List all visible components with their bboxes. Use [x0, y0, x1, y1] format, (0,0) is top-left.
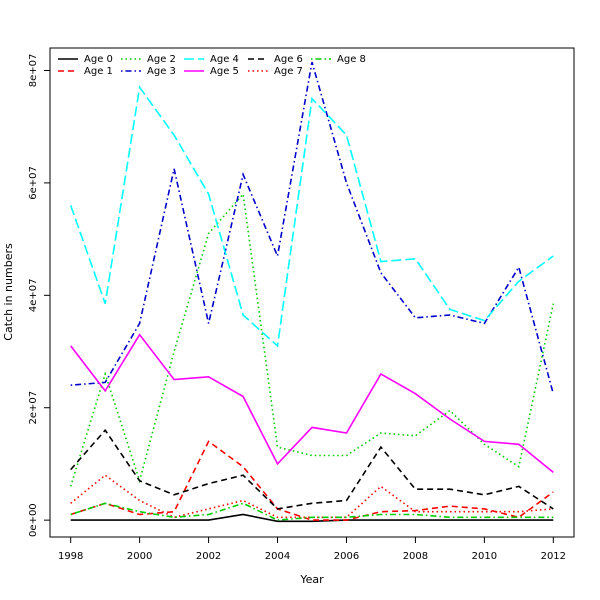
x-tick-label: 2008 [403, 551, 428, 562]
x-axis: 1998 2000 2002 2004 2006 2008 2010 2012 [58, 537, 566, 562]
y-axis-title: Catch in numbers [2, 243, 15, 341]
series-line-age-5 [70, 333, 554, 474]
legend-item-age-7: Age 7 [248, 66, 303, 77]
x-tick-label: 2000 [127, 551, 152, 562]
legend-item-age-5: Age 5 [184, 66, 239, 77]
legend-item-age-2: Age 2 [121, 54, 176, 65]
series-layer [69, 61, 555, 523]
x-tick-label: 2012 [541, 551, 566, 562]
legend-label: Age 0 [84, 54, 113, 65]
x-tick-label: 1998 [58, 551, 83, 562]
series-line-age-6 [70, 428, 554, 510]
legend-item-age-4: Age 4 [184, 54, 239, 65]
legend-label: Age 5 [210, 66, 239, 77]
legend-item-age-1: Age 1 [58, 66, 113, 77]
legend-label: Age 8 [337, 54, 366, 65]
y-tick-label: 4e+07 [28, 278, 39, 312]
legend-item-age-0: Age 0 [58, 54, 113, 65]
y-tick-label: 2e+07 [28, 391, 39, 425]
legend-item-age-3: Age 3 [121, 66, 176, 77]
x-tick-label: 2010 [472, 551, 497, 562]
series-line-age-7 [70, 474, 554, 519]
legend-label: Age 2 [147, 54, 176, 65]
legend-label: Age 3 [147, 66, 176, 77]
x-axis-title: Year [299, 573, 324, 586]
y-tick-label: 6e+07 [28, 166, 39, 200]
plot-frame [49, 47, 575, 538]
series-line-age-1 [70, 440, 554, 521]
series-line-age-4 [69, 85, 554, 348]
legend-item-age-8: Age 8 [311, 54, 366, 65]
series-line-age-3 [70, 61, 555, 394]
y-tick-label: 8e+07 [28, 54, 39, 88]
x-tick-label: 2004 [265, 551, 290, 562]
y-axis: 0e+00 2e+07 4e+07 6e+07 8e+07 [28, 54, 50, 537]
y-tick-label: 0e+00 [28, 503, 39, 537]
x-tick-label: 2006 [334, 551, 359, 562]
x-tick-label: 2002 [196, 551, 221, 562]
series-line-age-8 [70, 502, 554, 521]
series-line-age-0 [70, 513, 554, 523]
legend-label: Age 6 [274, 54, 303, 65]
legend-label: Age 1 [84, 66, 113, 77]
legend-label: Age 7 [274, 66, 303, 77]
legend-item-age-6: Age 6 [248, 54, 303, 65]
legend-label: Age 4 [210, 54, 239, 65]
